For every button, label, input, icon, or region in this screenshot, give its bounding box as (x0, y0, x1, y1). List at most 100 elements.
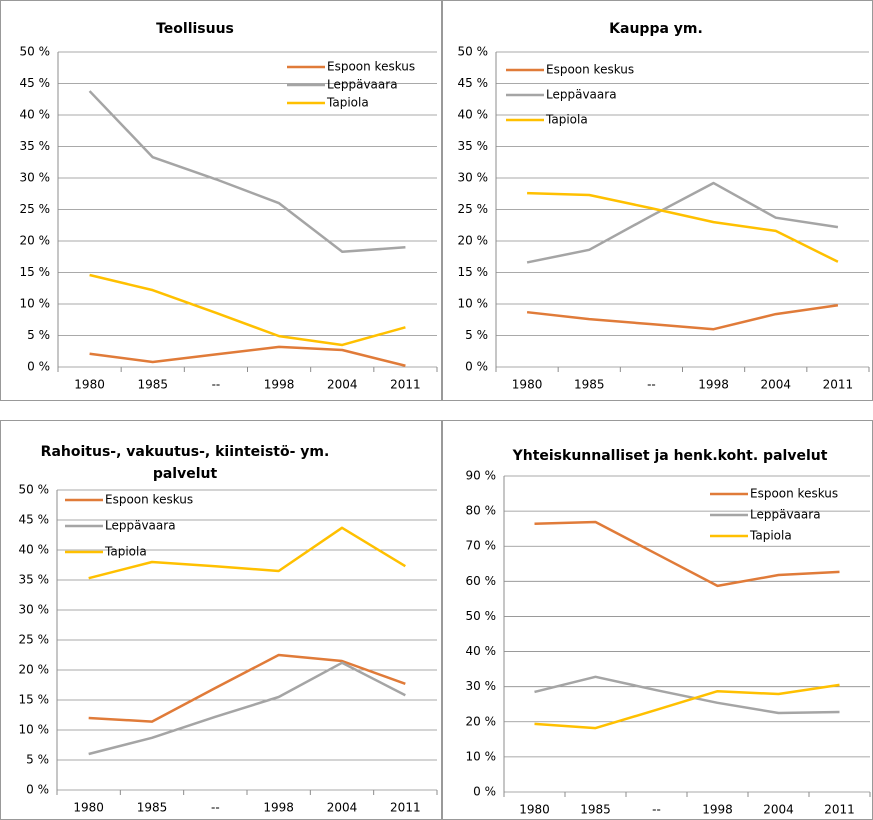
x-tick-label: 1980 (73, 801, 104, 815)
y-tick-label: 50 % (458, 45, 489, 59)
legend-label: Espoon keskus (105, 493, 193, 507)
y-tick-label: 5 % (26, 753, 49, 767)
y-tick-label: 80 % (466, 504, 497, 518)
y-tick-label: 35 % (458, 139, 489, 153)
series-line (534, 683, 840, 730)
y-tick-label: 45 % (20, 76, 51, 90)
x-tick-label: 1985 (137, 801, 168, 815)
panel-border (0, 0, 442, 401)
x-tick-label: -- (647, 378, 656, 392)
x-tick-label: 2011 (824, 803, 855, 817)
x-tick-label: -- (211, 801, 220, 815)
x-tick-label: 2004 (763, 803, 794, 817)
x-tick-label: 2004 (760, 378, 791, 392)
x-tick-label: 2004 (327, 378, 358, 392)
series-line (534, 520, 840, 588)
y-tick-label: 50 % (20, 45, 51, 59)
legend-label: Espoon keskus (546, 63, 634, 77)
y-tick-label: 30 % (458, 171, 489, 185)
y-tick-label: 45 % (458, 76, 489, 90)
x-tick-label: 1985 (137, 378, 168, 392)
y-tick-label: 20 % (19, 663, 50, 677)
y-tick-label: 30 % (19, 603, 50, 617)
series-line (89, 273, 406, 347)
series-line (89, 345, 406, 367)
legend-label: Leppävaara (750, 508, 821, 522)
x-tick-label: 1998 (702, 803, 733, 817)
x-tick-label: 1998 (264, 378, 295, 392)
y-tick-label: 10 % (458, 297, 489, 311)
y-tick-label: 25 % (458, 202, 489, 216)
y-tick-label: 70 % (466, 539, 497, 553)
y-tick-label: 30 % (466, 679, 497, 693)
y-tick-label: 50 % (466, 609, 497, 623)
y-tick-label: 10 % (19, 723, 50, 737)
panel-border (442, 0, 873, 401)
x-tick-label: 2011 (390, 801, 421, 815)
legend-label: Espoon keskus (750, 487, 838, 501)
legend-label: Tapiola (749, 529, 792, 543)
legend-label: Leppävaara (327, 78, 398, 92)
y-tick-label: 30 % (20, 171, 51, 185)
y-tick-label: 35 % (19, 573, 50, 587)
legend-label: Tapiola (545, 113, 588, 127)
series-line (88, 653, 406, 723)
y-tick-label: 15 % (458, 265, 489, 279)
series-line (526, 304, 839, 331)
y-tick-label: 40 % (20, 108, 51, 122)
legend-label: Leppävaara (546, 88, 617, 102)
x-tick-label: 1998 (263, 801, 294, 815)
y-tick-label: 0 % (27, 360, 50, 374)
y-tick-label: 40 % (466, 644, 497, 658)
legend-label: Leppävaara (105, 519, 176, 533)
y-tick-label: 0 % (26, 783, 49, 797)
chart-title: Kauppa ym. (609, 21, 703, 37)
legend-label: Espoon keskus (327, 60, 415, 74)
x-tick-label: 2004 (327, 801, 358, 815)
x-tick-label: 1985 (574, 378, 605, 392)
y-tick-label: 25 % (19, 633, 50, 647)
panel-border (442, 420, 873, 820)
series-line (527, 191, 839, 263)
y-tick-label: 0 % (473, 785, 496, 799)
series-line (534, 675, 840, 715)
x-tick-label: -- (652, 803, 661, 817)
y-tick-label: 20 % (458, 234, 489, 248)
y-tick-label: 90 % (466, 469, 497, 483)
legend-label: Tapiola (326, 96, 369, 110)
y-tick-label: 0 % (465, 360, 488, 374)
series-line (526, 181, 839, 264)
chart-title: Rahoitus-, vakuutus-, kiinteistö- ym. pa… (40, 444, 330, 482)
x-tick-label: 1980 (74, 378, 105, 392)
y-tick-label: 20 % (20, 234, 51, 248)
series-line (88, 526, 406, 580)
chart-title: Yhteiskunnalliset ja henk.koht. palvelut (512, 448, 828, 464)
y-tick-label: 5 % (465, 328, 488, 342)
y-tick-label: 45 % (19, 513, 50, 527)
y-tick-label: 15 % (20, 265, 51, 279)
y-tick-label: 50 % (19, 483, 50, 497)
y-tick-label: 40 % (19, 543, 50, 557)
x-tick-label: -- (212, 378, 221, 392)
x-tick-label: 1980 (512, 378, 543, 392)
x-tick-label: 1998 (698, 378, 729, 392)
y-tick-label: 25 % (20, 202, 51, 216)
chart-title: Teollisuus (156, 21, 234, 37)
x-tick-label: 2011 (390, 378, 421, 392)
y-tick-label: 60 % (466, 574, 497, 588)
y-tick-label: 5 % (27, 328, 50, 342)
y-tick-label: 35 % (20, 139, 51, 153)
y-tick-label: 10 % (466, 749, 497, 763)
y-tick-label: 40 % (458, 108, 489, 122)
x-tick-label: 2011 (823, 378, 854, 392)
series-line (88, 661, 406, 756)
legend-label: Tapiola (104, 545, 147, 559)
y-tick-label: 15 % (19, 693, 50, 707)
x-tick-label: 1980 (519, 803, 550, 817)
x-tick-label: 1985 (580, 803, 611, 817)
series-line (88, 90, 406, 253)
y-tick-label: 10 % (20, 297, 51, 311)
y-tick-label: 20 % (466, 714, 497, 728)
